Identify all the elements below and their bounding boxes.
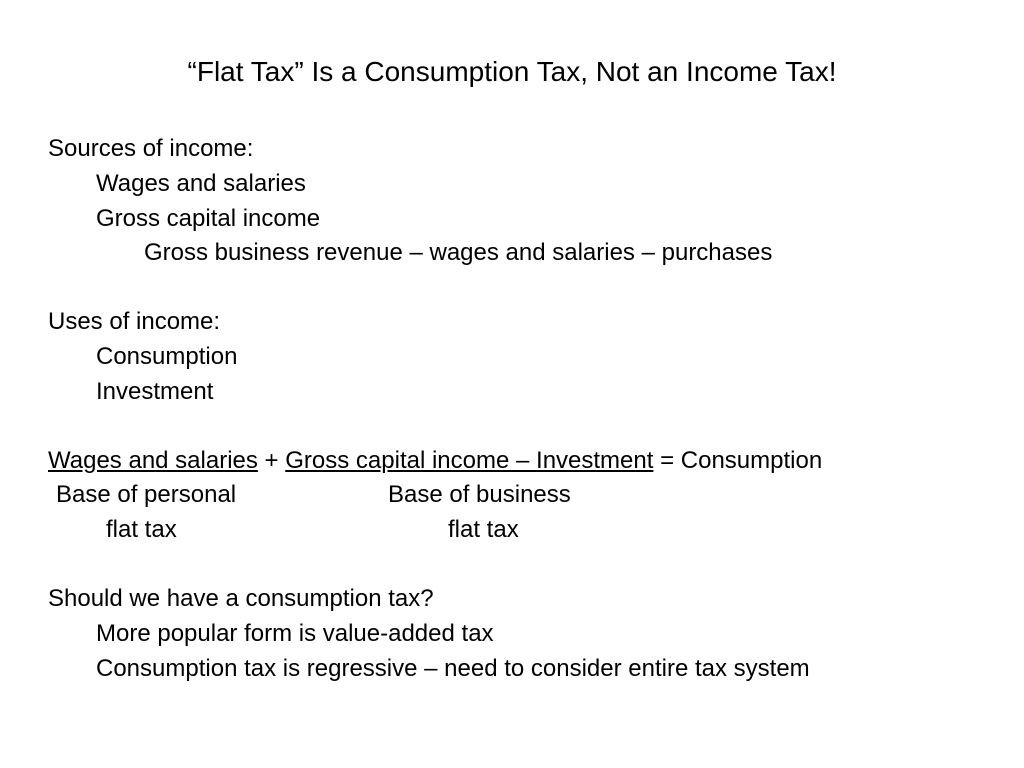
base-personal-label: Base of personal [48, 478, 388, 513]
base-personal-label-2: flat tax [48, 513, 388, 548]
spacer [48, 271, 976, 305]
base-business-label: Base of business [388, 478, 571, 513]
spacer [48, 410, 976, 444]
spacer [48, 548, 976, 582]
equals-sign: = [653, 447, 680, 474]
plus-sign: + [258, 447, 285, 474]
equation-term-2: Gross capital income – Investment [285, 447, 653, 474]
sources-subitem: Gross business revenue – wages and salar… [48, 236, 976, 271]
sources-item: Wages and salaries [48, 167, 976, 202]
sources-heading: Sources of income: [48, 132, 976, 167]
question-item: Consumption tax is regressive – need to … [48, 652, 976, 687]
sources-item: Gross capital income [48, 202, 976, 237]
base-business-label-2: flat tax [388, 513, 519, 548]
equation-labels-row2: flat tax flat tax [48, 513, 976, 548]
equation-line: Wages and salaries + Gross capital incom… [48, 444, 976, 479]
uses-item: Investment [48, 375, 976, 410]
equation-labels-row1: Base of personal Base of business [48, 478, 976, 513]
uses-item: Consumption [48, 340, 976, 375]
uses-heading: Uses of income: [48, 305, 976, 340]
equation-result: Consumption [681, 447, 822, 474]
question-heading: Should we have a consumption tax? [48, 582, 976, 617]
question-item: More popular form is value-added tax [48, 617, 976, 652]
equation-term-1: Wages and salaries [48, 447, 258, 474]
slide-title: “Flat Tax” Is a Consumption Tax, Not an … [48, 56, 976, 88]
